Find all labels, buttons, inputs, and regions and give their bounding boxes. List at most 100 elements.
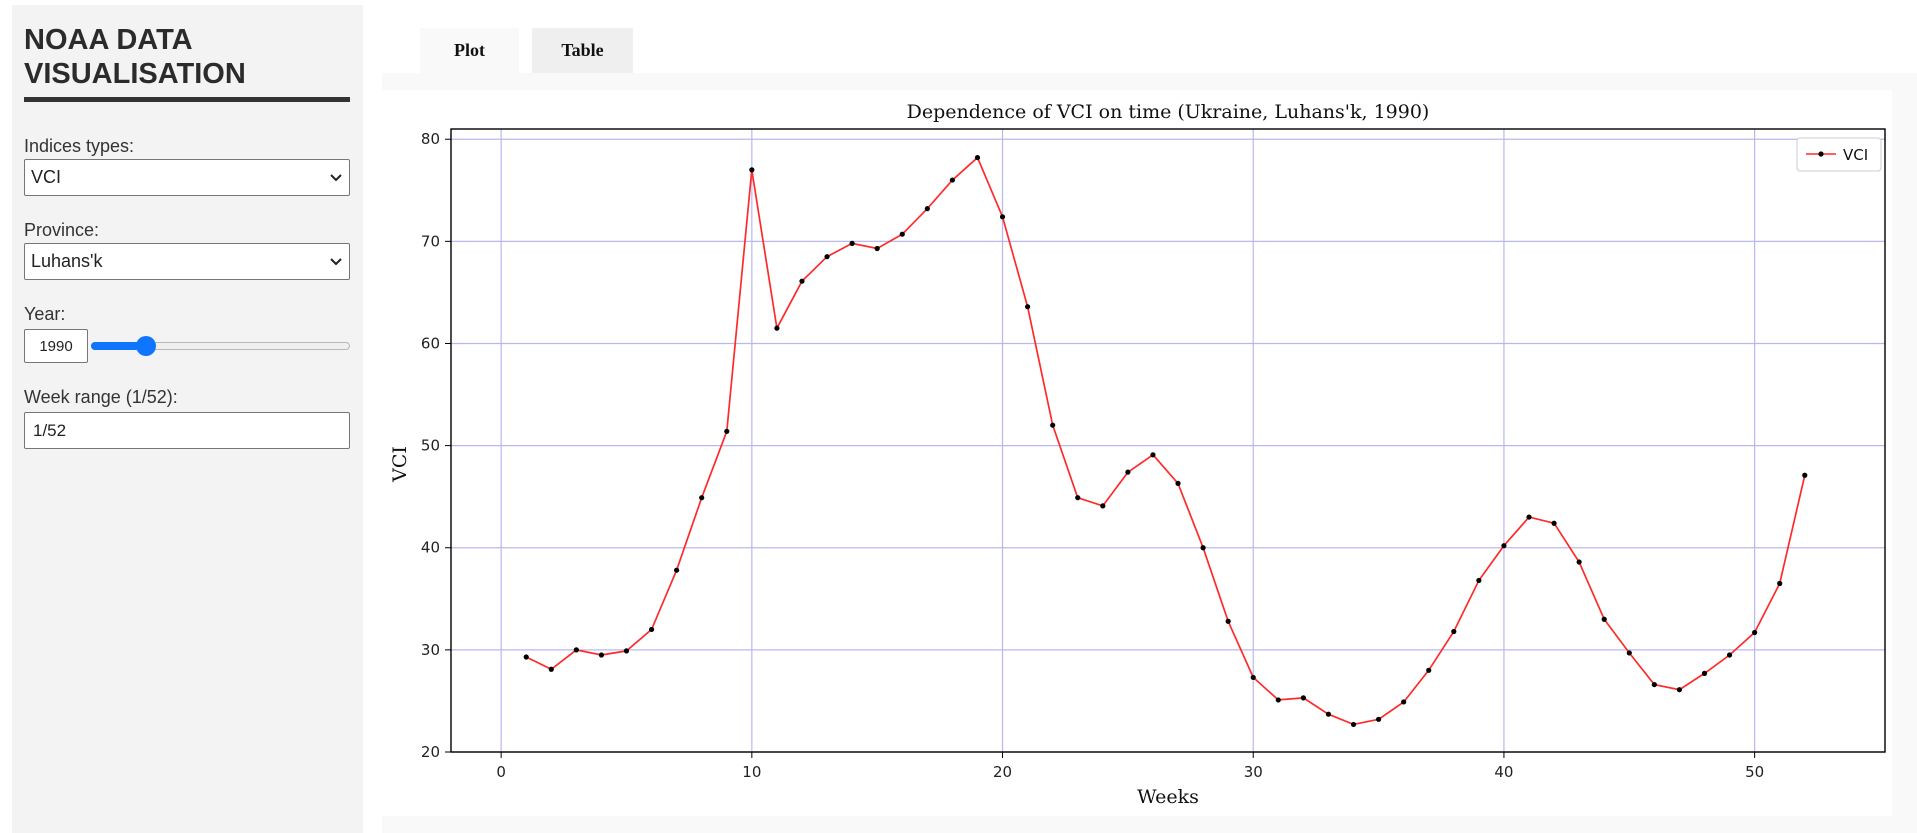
data-point bbox=[774, 325, 780, 331]
year-slider-thumb[interactable] bbox=[136, 336, 157, 356]
data-point bbox=[623, 648, 630, 654]
y-tick-label: 80 bbox=[421, 130, 440, 148]
data-point bbox=[1576, 559, 1582, 565]
y-tick-label: 20 bbox=[421, 743, 440, 761]
data-point bbox=[1451, 628, 1457, 635]
chevron-down-icon bbox=[330, 173, 342, 181]
data-point bbox=[1300, 695, 1306, 701]
data-point bbox=[1401, 699, 1407, 705]
x-axis-label: Weeks bbox=[1137, 786, 1199, 808]
data-point bbox=[874, 245, 880, 252]
y-tick-label: 30 bbox=[421, 641, 440, 659]
data-point bbox=[1100, 503, 1106, 509]
series-layer bbox=[523, 154, 1808, 728]
indices-select-value: VCI bbox=[31, 167, 62, 187]
data-point bbox=[899, 231, 905, 237]
y-tick-label: 60 bbox=[421, 334, 440, 352]
data-point bbox=[1676, 687, 1683, 693]
x-tick-label: 10 bbox=[742, 763, 761, 781]
province-label: Province: bbox=[24, 220, 100, 240]
tab-table[interactable]: Table bbox=[532, 28, 633, 73]
data-point bbox=[1551, 520, 1557, 526]
x-tick-label: 20 bbox=[993, 763, 1012, 781]
data-point bbox=[1501, 543, 1507, 549]
data-point bbox=[1701, 670, 1708, 676]
grid bbox=[451, 129, 1885, 753]
data-point bbox=[598, 652, 605, 658]
data-point bbox=[1275, 697, 1281, 703]
data-point bbox=[1651, 681, 1657, 688]
data-point bbox=[674, 567, 680, 573]
x-tick-label: 30 bbox=[1244, 763, 1263, 781]
data-point bbox=[1125, 469, 1131, 475]
data-point bbox=[1802, 472, 1808, 478]
legend-marker bbox=[1818, 151, 1824, 157]
data-point bbox=[1225, 618, 1231, 624]
data-point bbox=[548, 666, 554, 672]
plot-panel: Dependence of VCI on time (Ukraine, Luha… bbox=[382, 73, 1917, 833]
indices-label: Indices types: bbox=[24, 136, 135, 156]
data-point bbox=[749, 167, 755, 173]
x-tick-label: 50 bbox=[1745, 763, 1764, 781]
data-point bbox=[648, 626, 655, 633]
sidebar: NOAA DATA VISUALISATION Indices types: V… bbox=[12, 5, 363, 833]
data-point bbox=[1350, 721, 1357, 728]
title-divider bbox=[24, 97, 350, 102]
data-point bbox=[1175, 480, 1181, 486]
y-tick-label: 50 bbox=[421, 437, 440, 455]
data-point bbox=[1150, 452, 1156, 458]
data-point bbox=[924, 206, 930, 212]
data-point bbox=[1526, 514, 1532, 520]
legend-label: VCI bbox=[1843, 146, 1868, 164]
data-point bbox=[1426, 667, 1432, 673]
data-point bbox=[1777, 580, 1783, 587]
week-range-label: Week range (1/52): bbox=[24, 387, 178, 407]
data-point bbox=[824, 254, 830, 260]
data-point bbox=[573, 647, 579, 653]
x-tick-label: 0 bbox=[496, 763, 506, 781]
tab-plot[interactable]: Plot bbox=[420, 28, 519, 73]
data-point bbox=[949, 177, 955, 183]
y-tick-label: 40 bbox=[421, 539, 440, 557]
data-point bbox=[1200, 545, 1206, 551]
plot-card: Dependence of VCI on time (Ukraine, Luha… bbox=[382, 90, 1892, 816]
year-slider[interactable] bbox=[91, 329, 350, 363]
week-range-input[interactable]: 1/52 bbox=[24, 412, 350, 449]
indices-select[interactable]: VCI bbox=[24, 159, 350, 196]
data-point bbox=[1726, 652, 1733, 658]
data-point bbox=[1325, 711, 1332, 717]
data-point bbox=[1476, 577, 1482, 584]
legend: VCI bbox=[1796, 137, 1882, 172]
y-axis-label: VCI bbox=[389, 446, 411, 483]
series-line-vci bbox=[525, 156, 1806, 726]
y-tick-label: 70 bbox=[421, 232, 440, 250]
province-select-value: Luhans'k bbox=[31, 251, 103, 271]
data-point bbox=[1050, 422, 1056, 428]
data-point bbox=[1375, 716, 1382, 722]
year-slider-fill bbox=[91, 342, 147, 350]
tab-bar: Plot Table bbox=[420, 28, 633, 73]
chart-title: Dependence of VCI on time (Ukraine, Luha… bbox=[907, 101, 1430, 123]
plot-frame bbox=[450, 128, 1886, 753]
year-label: Year: bbox=[24, 304, 66, 324]
axis-ticks: 0 10 20 30 40 50 20 30 40 50 60 70 80 bbox=[421, 130, 1764, 781]
app-title: NOAA DATA VISUALISATION bbox=[24, 23, 350, 91]
province-select[interactable]: Luhans'k bbox=[24, 243, 350, 280]
data-point bbox=[974, 154, 981, 161]
legend-box bbox=[1796, 137, 1882, 172]
year-input[interactable]: 1990 bbox=[24, 329, 88, 363]
x-tick-label: 40 bbox=[1494, 763, 1513, 781]
data-point bbox=[523, 654, 529, 660]
app-title-line1: NOAA DATA bbox=[24, 24, 193, 56]
year-control: 1990 bbox=[24, 329, 350, 363]
app-title-line2: VISUALISATION bbox=[24, 58, 246, 90]
data-point bbox=[849, 240, 855, 246]
vci-line-chart: Dependence of VCI on time (Ukraine, Luha… bbox=[389, 101, 1886, 808]
data-point bbox=[1752, 629, 1758, 636]
data-point bbox=[1626, 650, 1632, 656]
data-point bbox=[1025, 304, 1031, 310]
data-point bbox=[1601, 616, 1607, 622]
data-point bbox=[724, 428, 730, 434]
data-point bbox=[999, 214, 1006, 220]
data-point bbox=[699, 495, 705, 501]
